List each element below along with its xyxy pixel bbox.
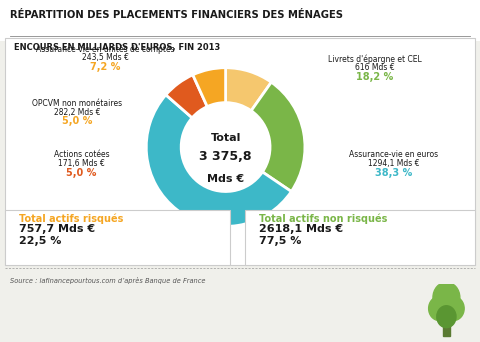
Text: RÉPARTITION DES PLACEMENTS FINANCIERS DES MÉNAGES: RÉPARTITION DES PLACEMENTS FINANCIERS DE… <box>10 10 343 20</box>
Text: Total actifs risqués: Total actifs risqués <box>19 214 123 224</box>
Text: Mds €: Mds € <box>207 174 244 184</box>
Text: 18,2 %: 18,2 % <box>356 72 393 82</box>
Text: 243,5 Mds €: 243,5 Mds € <box>82 53 129 62</box>
Circle shape <box>443 297 464 320</box>
Text: 5,0 %: 5,0 % <box>66 168 97 177</box>
Circle shape <box>429 297 450 320</box>
Text: 38,3 %: 38,3 % <box>375 168 412 177</box>
Wedge shape <box>193 68 226 107</box>
Text: 22,5 %: 22,5 % <box>19 236 61 246</box>
Text: 5,0 %: 5,0 % <box>61 116 92 126</box>
Text: 171,6 Mds €: 171,6 Mds € <box>58 159 105 168</box>
Wedge shape <box>166 75 207 118</box>
Text: Total actifs non risqués: Total actifs non risqués <box>259 214 387 224</box>
Text: 3 375,8: 3 375,8 <box>199 150 252 163</box>
Circle shape <box>437 306 456 328</box>
Text: 7,2 %: 7,2 % <box>90 62 121 72</box>
Text: 757,7 Mds €: 757,7 Mds € <box>19 224 96 234</box>
Text: ENCOURS EN MILLIARDS D'EUROS, FIN 2013: ENCOURS EN MILLIARDS D'EUROS, FIN 2013 <box>14 43 221 52</box>
Text: 282,2 Mds €: 282,2 Mds € <box>54 108 100 117</box>
Text: 2618,1 Mds €: 2618,1 Mds € <box>259 224 343 234</box>
Text: 77,5 %: 77,5 % <box>259 236 301 246</box>
Text: 616 Mds €: 616 Mds € <box>355 63 394 72</box>
Text: Livrets d'épargne et CEL: Livrets d'épargne et CEL <box>327 55 421 64</box>
Text: Source : lafinancepourtous.com d’après Banque de France: Source : lafinancepourtous.com d’après B… <box>10 277 205 284</box>
Text: Actions cotées: Actions cotées <box>54 150 109 159</box>
Wedge shape <box>146 95 291 226</box>
Wedge shape <box>251 82 305 192</box>
Bar <box>443 322 450 336</box>
Text: 1294,1 Mds €: 1294,1 Mds € <box>368 159 420 168</box>
Text: OPCVM non monétaires: OPCVM non monétaires <box>32 99 122 108</box>
Wedge shape <box>226 68 271 111</box>
Text: Total: Total <box>210 133 241 143</box>
Text: Assurance-vie en euros: Assurance-vie en euros <box>349 150 438 159</box>
Text: Assurance-vie en unités de comptes: Assurance-vie en unités de comptes <box>36 44 175 54</box>
Circle shape <box>433 282 460 313</box>
